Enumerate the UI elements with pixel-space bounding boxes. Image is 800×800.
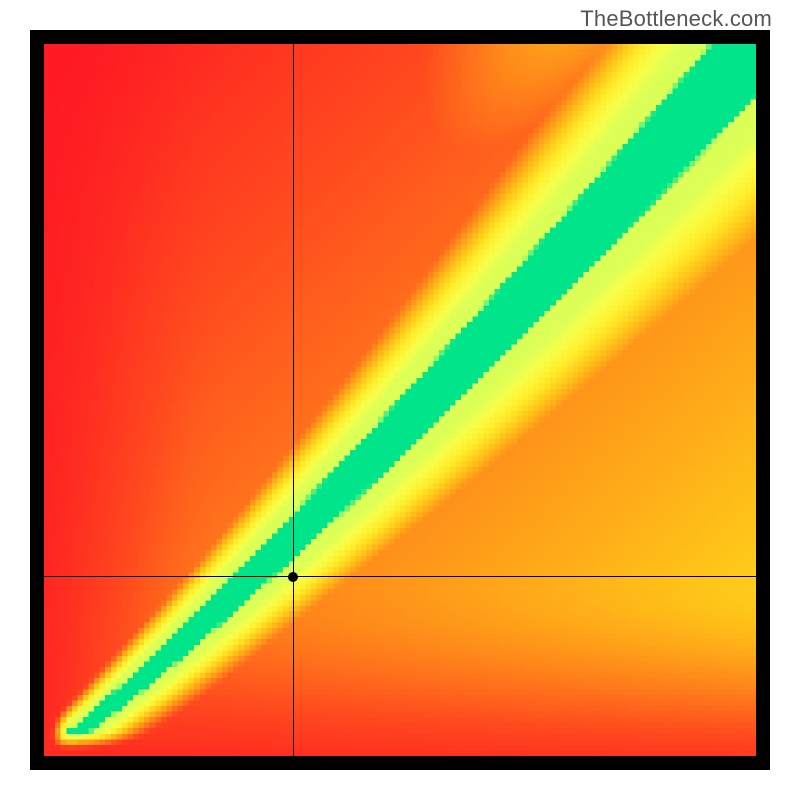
crosshair-horizontal — [44, 576, 756, 577]
chart-container: { "meta": { "source_watermark": "TheBott… — [0, 0, 800, 800]
plot-border — [30, 30, 770, 770]
crosshair-marker — [288, 572, 298, 582]
source-watermark: TheBottleneck.com — [580, 6, 772, 32]
crosshair-vertical — [293, 44, 294, 756]
